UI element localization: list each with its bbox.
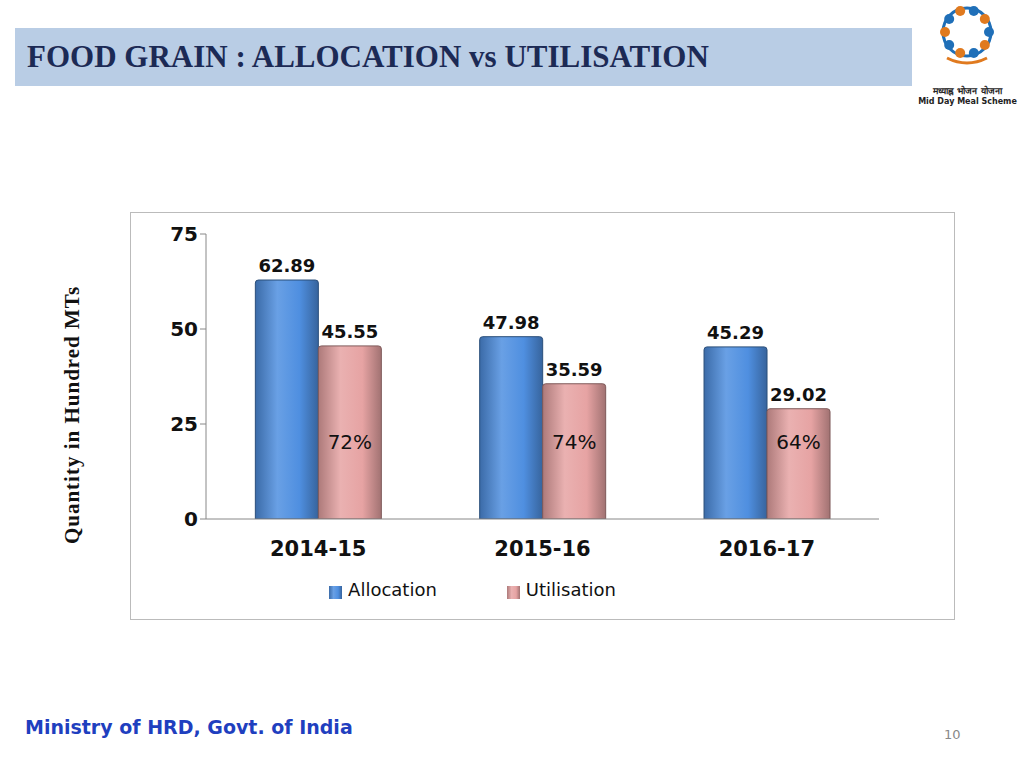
svg-text:2014-15: 2014-15 [270, 537, 366, 561]
html-text:मध्याह्न भोजन योजना: मध्याह्न भोजन योजना [933, 86, 1002, 96]
svg-text:25: 25 [170, 412, 198, 436]
svg-text:2015-16: 2015-16 [494, 537, 590, 561]
svg-text:74%: 74% [552, 430, 596, 454]
svg-text:50: 50 [170, 317, 198, 341]
html-text:Quantity in Hundred MTs: Quantity in Hundred MTs [59, 285, 84, 545]
html-text:FOOD GRAIN : ALLOCATION vs UTI: FOOD GRAIN : ALLOCATION vs UTILISATION [27, 39, 709, 74]
svg-text:75: 75 [170, 222, 198, 246]
svg-text:35.59: 35.59 [546, 359, 603, 380]
html-text:Allocation: Allocation [348, 579, 437, 600]
svg-text:72%: 72% [328, 430, 372, 454]
svg-text:62.89: 62.89 [258, 255, 315, 276]
html-text:Ministry of HRD, Govt. of Indi: Ministry of HRD, Govt. of India [25, 716, 353, 738]
svg-text:29.02: 29.02 [770, 384, 827, 405]
svg-text:45.29: 45.29 [707, 322, 764, 343]
svg-text:45.55: 45.55 [321, 321, 378, 342]
svg-text:64%: 64% [776, 430, 820, 454]
svg-text:2016-17: 2016-17 [719, 537, 815, 561]
svg-text:0: 0 [184, 507, 198, 531]
html-text:10: 10 [944, 727, 961, 742]
svg-text:47.98: 47.98 [483, 312, 540, 333]
html-text:Utilisation: Utilisation [525, 579, 616, 600]
html-text:Mid Day Meal Scheme: Mid Day Meal Scheme [918, 97, 1017, 106]
